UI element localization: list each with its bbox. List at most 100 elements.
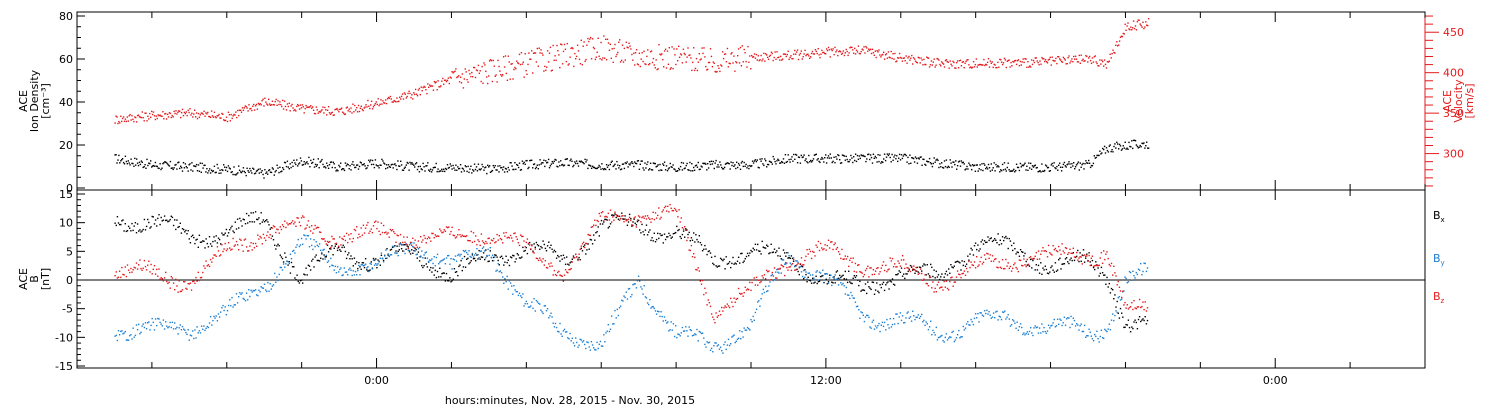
data-point xyxy=(785,263,787,265)
data-point xyxy=(815,271,817,273)
data-point xyxy=(359,274,361,276)
data-point xyxy=(890,50,892,53)
data-point xyxy=(1014,60,1016,62)
data-point xyxy=(1040,253,1042,255)
data-point xyxy=(118,120,120,123)
data-point xyxy=(643,285,645,287)
data-point xyxy=(852,277,854,279)
data-point xyxy=(718,348,721,350)
data-point xyxy=(810,52,813,55)
data-point xyxy=(700,283,703,285)
data-point xyxy=(903,273,905,275)
data-point xyxy=(794,158,796,160)
data-point xyxy=(1025,265,1027,268)
data-point xyxy=(667,236,669,238)
data-point xyxy=(400,164,403,166)
data-point xyxy=(327,241,330,243)
data-point xyxy=(141,269,143,271)
data-point xyxy=(508,264,511,267)
data-point xyxy=(579,259,581,261)
data-point xyxy=(180,112,183,114)
data-point xyxy=(598,212,600,215)
data-point xyxy=(1101,272,1104,274)
data-point xyxy=(1099,272,1101,275)
data-point xyxy=(1121,148,1124,150)
data-point xyxy=(885,284,887,286)
data-point xyxy=(213,254,215,256)
data-point xyxy=(742,165,744,168)
data-point xyxy=(557,254,559,257)
data-point xyxy=(880,56,882,58)
data-point xyxy=(1048,58,1051,60)
data-point xyxy=(381,103,383,105)
data-point xyxy=(859,157,861,160)
data-point xyxy=(484,250,486,252)
data-point xyxy=(358,264,360,267)
data-point xyxy=(992,312,995,314)
data-point xyxy=(969,67,971,69)
data-point xyxy=(356,261,358,263)
data-point xyxy=(900,267,903,269)
data-point xyxy=(678,56,681,58)
data-point xyxy=(1103,337,1105,340)
data-point xyxy=(523,240,525,242)
data-point xyxy=(825,273,827,275)
data-point xyxy=(725,306,727,308)
data-point xyxy=(592,46,595,49)
density-tick-label: 20 xyxy=(59,139,73,152)
data-point xyxy=(805,273,807,276)
data-point xyxy=(660,311,662,313)
data-point xyxy=(728,163,730,165)
data-point xyxy=(946,339,949,341)
data-point xyxy=(923,278,925,280)
data-point xyxy=(362,164,364,166)
data-point xyxy=(158,167,160,170)
data-point xyxy=(316,226,318,229)
data-point xyxy=(977,244,979,246)
data-point xyxy=(656,165,658,167)
data-point xyxy=(572,47,574,50)
data-point xyxy=(149,271,151,273)
data-point xyxy=(268,98,270,100)
data-point xyxy=(489,59,492,61)
data-point xyxy=(127,160,129,162)
data-point xyxy=(1087,259,1089,262)
data-point xyxy=(905,263,907,265)
data-point xyxy=(979,164,981,166)
data-point xyxy=(810,282,813,284)
data-point xyxy=(977,313,979,315)
data-point xyxy=(944,165,947,168)
data-point xyxy=(546,162,548,164)
data-point xyxy=(183,167,186,169)
data-point xyxy=(500,74,502,76)
data-point xyxy=(763,274,766,276)
data-point xyxy=(918,272,921,274)
data-point xyxy=(733,165,735,167)
data-point xyxy=(598,164,600,167)
data-point xyxy=(840,282,842,284)
data-point xyxy=(411,249,413,251)
data-point xyxy=(738,164,741,166)
data-point xyxy=(797,156,800,158)
data-point xyxy=(988,257,990,259)
data-point xyxy=(627,166,629,168)
data-point xyxy=(759,250,761,252)
data-point xyxy=(1044,59,1047,61)
data-point xyxy=(562,254,565,256)
data-point xyxy=(550,70,553,72)
data-point xyxy=(630,162,632,164)
data-point xyxy=(803,269,805,272)
data-point xyxy=(288,168,290,170)
data-point xyxy=(390,98,392,100)
data-point xyxy=(1134,277,1136,279)
data-point xyxy=(910,57,912,59)
data-point xyxy=(433,237,435,239)
data-point xyxy=(527,306,530,308)
data-point xyxy=(229,168,231,170)
data-point xyxy=(599,215,602,217)
data-point xyxy=(868,276,870,278)
data-point xyxy=(899,56,902,59)
data-point xyxy=(131,338,133,340)
data-point xyxy=(328,112,331,114)
data-point xyxy=(184,329,186,331)
